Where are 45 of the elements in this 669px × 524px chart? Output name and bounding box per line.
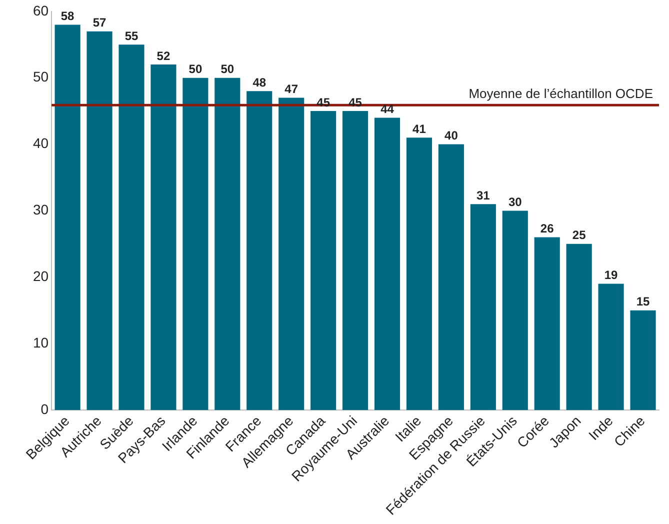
data-label: 50 xyxy=(188,62,202,76)
data-label: 41 xyxy=(412,122,426,136)
y-tick-label: 40 xyxy=(32,135,49,152)
bar xyxy=(502,210,528,410)
data-label: 57 xyxy=(92,16,107,30)
y-tick-label: 20 xyxy=(32,268,49,284)
bar xyxy=(182,78,208,410)
x-tick-label: Inde xyxy=(585,412,616,444)
data-label: 44 xyxy=(380,102,394,116)
bar xyxy=(342,111,368,410)
bar xyxy=(470,204,496,410)
y-tick-label: 30 xyxy=(32,202,49,218)
data-label: 47 xyxy=(284,82,298,96)
bar xyxy=(374,118,400,410)
bar xyxy=(566,244,592,410)
bar xyxy=(118,44,144,410)
bar xyxy=(598,284,624,410)
data-label: 58 xyxy=(60,9,75,23)
bar xyxy=(246,91,272,410)
bar xyxy=(630,310,656,410)
data-label: 55 xyxy=(124,28,138,43)
data-label: 50 xyxy=(220,62,234,76)
y-tick-label: 50 xyxy=(32,68,49,85)
data-label: 40 xyxy=(444,128,458,143)
data-label: 52 xyxy=(156,48,170,63)
y-tick-label: 60 xyxy=(32,2,49,18)
data-label: 30 xyxy=(508,195,522,210)
bar xyxy=(54,24,80,410)
data-label: 19 xyxy=(604,268,618,282)
bar xyxy=(534,237,560,410)
bar xyxy=(438,144,464,410)
bar xyxy=(150,64,176,410)
bar xyxy=(278,98,304,410)
bar xyxy=(214,78,240,410)
bar xyxy=(406,138,432,410)
data-label: 15 xyxy=(636,294,650,309)
data-label: 31 xyxy=(476,188,490,202)
y-tick-label: 0 xyxy=(40,400,49,417)
y-tick-label: 10 xyxy=(32,334,49,350)
data-label: 48 xyxy=(252,75,266,90)
bar xyxy=(310,111,336,410)
ref-line-label: Moyenne de l’échantillon OCDE xyxy=(468,86,654,102)
data-label: 26 xyxy=(540,222,554,236)
data-label: 25 xyxy=(572,228,586,242)
bar xyxy=(86,31,112,410)
